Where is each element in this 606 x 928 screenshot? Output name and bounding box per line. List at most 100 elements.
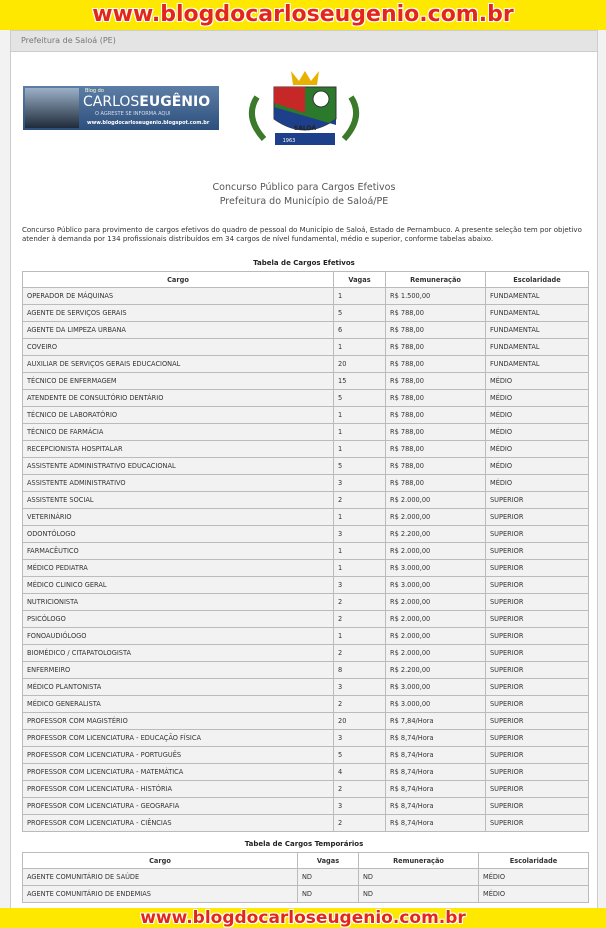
cell: MÉDICO PLANTONISTA [22,678,334,696]
column-header: Cargo [22,271,334,288]
cell: R$ 788,00 [385,406,486,424]
table1: Cargo Vagas Remuneração Escolaridade OPERADO… [22,271,589,832]
cell: R$ 788,00 [385,423,486,441]
cell: SUPERIOR [485,695,589,713]
column-header: Remuneração [385,271,486,288]
cell: SUPERIOR [485,644,589,662]
crest-ribbon [275,133,335,145]
row: PROFESSOR COM LICENCIATURA - EDUCAÇÃO FÍ… [22,729,589,747]
cell: 5 [333,304,386,322]
cell: R$ 3.000,00 [385,576,486,594]
cell: SUPERIOR [485,780,589,798]
row: TÉCNICO DE FARMÁCIA 1 R$ 788,00 MÉDIO [22,423,589,441]
row: ATENDENTE DE CONSULTÓRIO DENTÁRIO 5 R$ 788… [22,389,589,407]
cell: R$ 8,74/Hora [385,746,486,764]
row: AGENTE DA LIMPEZA URBANA 6 R$ 788,00 FUNDAM… [22,321,589,339]
cell: SUPERIOR [485,746,589,764]
cell: R$ 2.000,00 [385,542,486,560]
cell: R$ 788,00 [385,457,486,475]
cell: 1 [333,627,386,645]
cell: R$ 788,00 [385,440,486,458]
cell: TÉCNICO DE ENFERMAGEM [22,372,334,390]
cell: R$ 788,00 [385,389,486,407]
cell: 1 [333,440,386,458]
crest-blue [274,107,336,130]
cell: SUPERIOR [485,542,589,560]
cell: SUPERIOR [485,678,589,696]
cell: PROFESSOR COM LICENCIATURA - PORTUGUÊS [22,746,334,764]
blog-url: www.blogdocarloseugenio.blogspot.com.br [87,120,210,126]
table2: Cargo Vagas Remuneração Escolaridade AGENTE … [22,852,589,903]
cell: 6 [333,321,386,339]
cell: SUPERIOR [485,763,589,781]
row: AUXILIAR DE SERVIÇOS GERAIS EDUCACIONAL 2… [22,355,589,373]
cell: 3 [333,797,386,815]
cell: ND [358,885,479,903]
cell: MÉDICO GENERALISTA [22,695,334,713]
cell: 2 [333,814,386,832]
cell: R$ 3.000,00 [385,559,486,577]
cell: FUNDAMENTAL [485,304,589,322]
row: PROFESSOR COM LICENCIATURA - HISTÓRIA 2 R$… [22,780,589,798]
column-header: Escolaridade [485,271,589,288]
cell: R$ 2.000,00 [385,644,486,662]
row: MÉDICO PEDIATRA 1 R$ 3.000,00 SUPERIOR [22,559,589,577]
cell: 2 [333,593,386,611]
cell: R$ 2.000,00 [385,610,486,628]
cell: R$ 8,74/Hora [385,763,486,781]
name-bold: EUGÊNIO [139,94,211,110]
cell: 2 [333,644,386,662]
header-row: Cargo Vagas Remuneração Escolaridade [22,271,589,288]
row: PROFESSOR COM LICENCIATURA - GEOGRAFIA 3 R… [22,797,589,815]
row: PROFESSOR COM LICENCIATURA - MATEMÁTICA 4… [22,763,589,781]
cell: 3 [333,576,386,594]
blog-tagline: O AGRESTE SE INFORMA AQUI [95,111,171,117]
row: FARMACÊUTICO 1 R$ 2.000,00 SUPERIOR [22,542,589,560]
crest-branches [248,95,360,142]
cell: ODONTÓLOGO [22,525,334,543]
cell: R$ 788,00 [385,304,486,322]
cell: ND [358,868,479,886]
column-header: Remuneração [358,852,479,869]
cell: MÉDICO PEDIATRA [22,559,334,577]
cell: 4 [333,763,386,781]
cell: R$ 2.000,00 [385,508,486,526]
cell: PROFESSOR COM LICENCIATURA - CIÊNCIAS [22,814,334,832]
cell: R$ 3.000,00 [385,678,486,696]
cell: SUPERIOR [485,491,589,509]
cell: SUPERIOR [485,814,589,832]
cell: R$ 2.000,00 [385,627,486,645]
cell: SUPERIOR [485,525,589,543]
blog-prefix: Blog do [85,88,104,94]
cell: R$ 1.500,00 [385,287,486,305]
cell: AGENTE COMUNITÁRIO DE ENDEMIAS [22,885,298,903]
cell: MÉDIO [485,406,589,424]
cell: R$ 8,74/Hora [385,797,486,815]
row: ENFERMEIRO 8 R$ 2.200,00 SUPERIOR [22,661,589,679]
column-header: Cargo [22,852,298,869]
cell: SUPERIOR [485,576,589,594]
cell: 8 [333,661,386,679]
photo [25,88,79,128]
cell: BIOMÉDICO / CITAPATOLOGISTA [22,644,334,662]
crest-name: SALOÁ [294,125,317,132]
crest-circle [312,90,330,108]
cell: R$ 788,00 [385,474,486,492]
table2-title: Tabela de Cargos Temporários [244,840,364,848]
blog-name: CARLOSEUGÊNIO [83,94,210,110]
cell: R$ 8,74/Hora [385,780,486,798]
cell: NUTRICIONISTA [22,593,334,611]
cell: PROFESSOR COM LICENCIATURA - GEOGRAFIA [22,797,334,815]
cell: 5 [333,389,386,407]
cell: PROFESSOR COM LICENCIATURA - MATEMÁTICA [22,763,334,781]
column-header: Vagas [333,271,386,288]
cell: COVEIRO [22,338,334,356]
cell: 1 [333,406,386,424]
cell: R$ 7,84/Hora [385,712,486,730]
header-title: Prefeitura de Saloá (PE) [21,36,116,45]
name-light: CARLOS [83,94,140,110]
cell: RECEPCIONISTA HOSPITALAR [22,440,334,458]
cell: R$ 788,00 [385,321,486,339]
cell: R$ 2.200,00 [385,525,486,543]
